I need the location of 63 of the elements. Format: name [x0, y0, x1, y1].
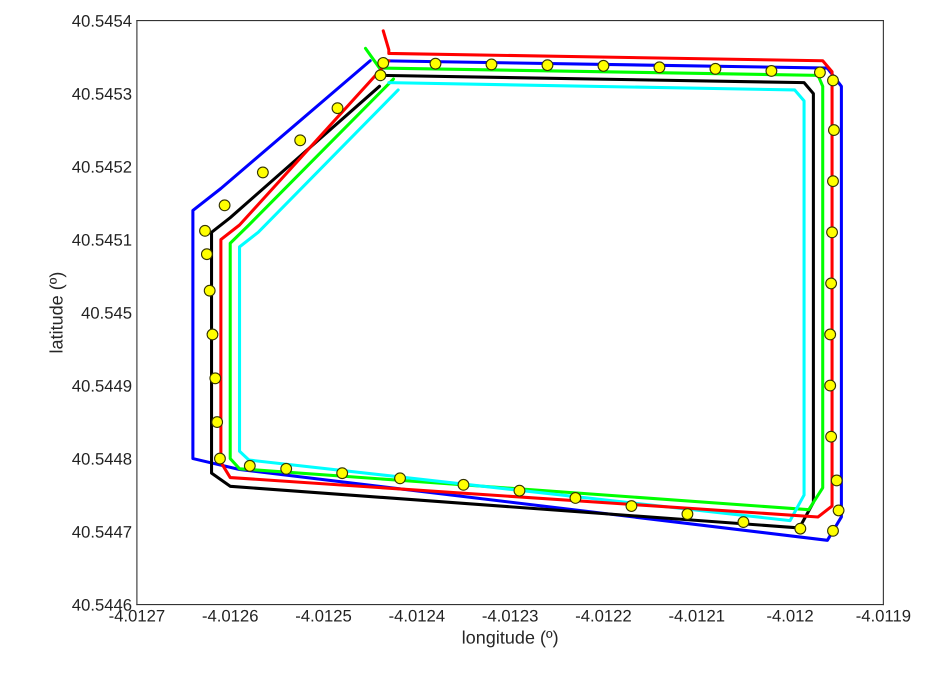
point	[204, 284, 216, 297]
point	[570, 492, 582, 504]
point	[374, 69, 386, 82]
point	[200, 248, 213, 260]
point	[824, 328, 836, 340]
point	[765, 65, 778, 77]
point	[458, 478, 470, 491]
y-tick-label: 40.545	[81, 306, 132, 319]
y-axis-title: latitude (º)	[49, 272, 66, 352]
point	[542, 59, 554, 72]
point	[256, 166, 269, 178]
point	[211, 416, 224, 428]
point	[336, 467, 348, 480]
y-tick-label: 40.5446	[72, 598, 132, 611]
y-tick-label: 40.5449	[72, 380, 132, 392]
point	[832, 504, 845, 516]
point	[377, 57, 390, 69]
y-tick-label: 40.5447	[72, 526, 132, 538]
point	[514, 484, 526, 497]
x-tick-label: -4.0123	[482, 610, 538, 622]
point	[598, 60, 610, 72]
point	[737, 516, 750, 528]
y-tick-label: 40.5453	[72, 88, 132, 100]
point	[827, 74, 839, 86]
point	[794, 522, 806, 535]
y-tick-label: 40.5451	[72, 234, 132, 246]
point	[430, 58, 442, 70]
x-axis-title: longitude (º)	[462, 630, 558, 648]
x-tick-label: -4.0121	[669, 610, 724, 622]
point	[827, 524, 839, 537]
point	[826, 226, 838, 238]
point	[681, 508, 694, 520]
x-tick-label: -4.0125	[296, 610, 352, 622]
y-tick-label: 40.5452	[72, 161, 132, 173]
point	[825, 430, 838, 443]
point	[830, 474, 843, 486]
point	[814, 66, 826, 78]
point	[626, 500, 638, 512]
y-tick-label: 40.5454	[72, 15, 132, 27]
point	[218, 199, 231, 212]
point	[827, 175, 839, 188]
point	[280, 462, 292, 475]
point	[824, 380, 836, 392]
x-tick-label: -4.0126	[202, 610, 258, 622]
point	[828, 124, 840, 136]
point	[199, 224, 211, 237]
point	[825, 277, 838, 290]
x-tick-label: -4.0124	[389, 610, 445, 622]
point	[206, 328, 218, 340]
point	[244, 460, 256, 472]
point	[332, 102, 344, 114]
point	[294, 134, 306, 146]
y-tick-label: 40.5448	[72, 452, 132, 465]
point	[486, 58, 498, 70]
point	[709, 62, 722, 75]
point	[209, 372, 222, 384]
x-tick-label: -4.0122	[576, 610, 631, 622]
x-tick-label: -4.0119	[856, 610, 910, 622]
point	[654, 61, 666, 74]
x-tick-label: -4.0127	[109, 610, 164, 622]
x-tick-label: -4.012	[767, 610, 813, 622]
point	[394, 472, 406, 484]
point	[214, 452, 226, 465]
